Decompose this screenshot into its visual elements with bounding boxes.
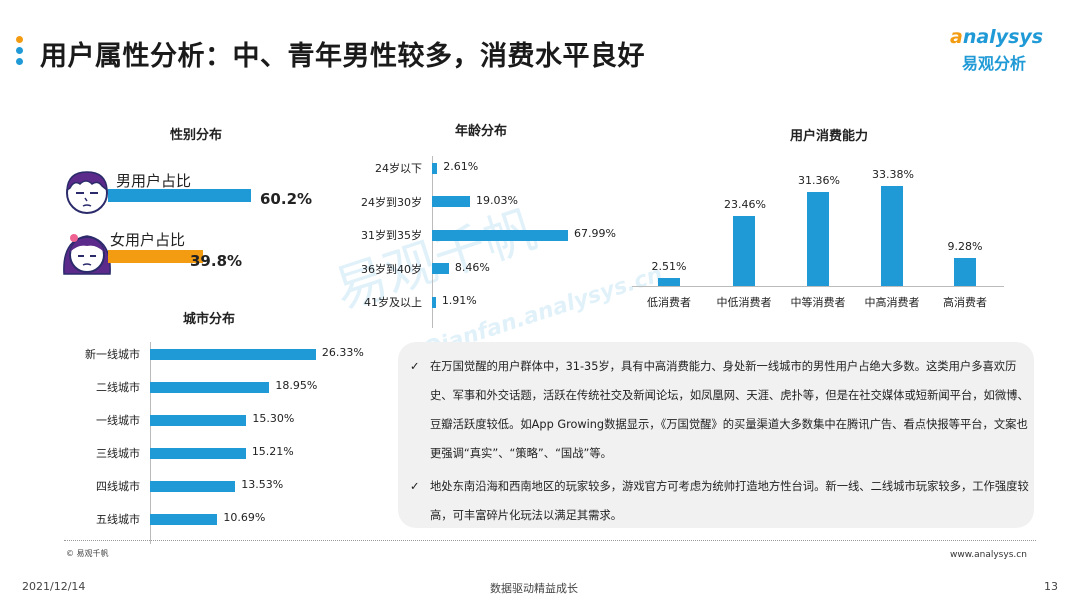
male-ratio-bar [108,189,252,202]
city-bar [150,447,246,459]
age-tick-label: 41岁及以上 [364,296,422,309]
female-avatar-icon [63,234,111,275]
insight-box [398,342,1034,528]
logo-brand: analysys [950,26,1043,48]
consumption-data-label: 2.51% [651,260,687,274]
insight-note-2: ✓ 地处东南沿海和西南地区的玩家较多，游戏官方可考虑为统帅打造地方性台词。新一线… [410,472,1030,530]
consumption-tick-label: 低消费者 [647,296,691,309]
copyright: © 易观千帆 [66,549,109,558]
age-tick-label: 24岁到30岁 [361,195,422,209]
gender-title: 性别分布 [170,128,223,143]
male-ratio-label: 男用户占比 [116,172,192,190]
insight-note-1: ✓ 在万国觉醒的用户群体中，31-35岁，具有中高消费能力、身处新一线城市的男性… [410,352,1030,468]
age-chart-title: 年龄分布 [455,124,508,139]
female-ratio-bar [108,250,203,263]
age-axis [432,156,433,328]
age-data-label: 1.91% [441,294,477,307]
dot-orange [16,36,23,43]
age-bar [432,162,438,174]
logo-subtitle: 易观分析 [962,54,1027,73]
city-bar [150,480,236,492]
consumption-bar [807,191,829,286]
page-title: 用户属性分析：中、青年男性较多，消费水平良好 [40,41,645,72]
city-bar [150,414,247,426]
consumption-tick-label: 中低消费者 [716,296,772,309]
consumption-data-label: 9.28% [947,240,983,254]
female-ratio-value: 39.8% [190,252,243,270]
city-data-label: 13.53% [241,478,284,491]
consumption-bar [733,215,755,286]
city-tick-label: 五线城市 [96,513,140,526]
consumption-tick-label: 中等消费者 [790,296,846,309]
city-tick-label: 二线城市 [96,381,140,394]
city-data-label: 15.21% [251,445,294,458]
male-avatar-icon [66,171,108,214]
age-tick-label: 36岁到40岁 [361,262,422,276]
female-ratio-label: 女用户占比 [110,231,186,249]
page-number: 13 [1044,580,1058,593]
check-icon: ✓ [410,360,420,373]
report-date: 2021/12/14 [22,580,86,593]
city-tick-label: 三线城市 [96,447,140,460]
logo-brand-a: a [950,26,963,48]
consumption-data-label: 33.38% [872,167,914,181]
age-tick-label: 24岁以下 [375,162,422,175]
consumption-tick-label: 高消费者 [943,296,987,309]
analysys-logo: analysys 易观分析 [940,22,1050,74]
city-data-label: 15.30% [252,412,295,425]
city-bar [150,348,316,360]
consumption-data-label: 23.46% [724,197,766,211]
consumption-bar [658,278,680,286]
city-chart-title: 城市分布 [183,312,236,327]
city-data-label: 18.95% [275,379,318,392]
insight-text-2: 地处东南沿海和西南地区的玩家较多，游戏官方可考虑为统帅打造地方性台词。新一线、二… [430,480,1029,522]
city-bar [150,513,218,525]
age-bar [432,263,449,274]
consumption-data-label: 31.36% [798,173,840,187]
age-data-label: 8.46% [454,260,490,274]
consumption-axis [632,286,1004,287]
consumption-bar [881,185,903,286]
insight-text-1: 在万国觉醒的用户群体中，31-35岁，具有中高消费能力、身处新一线城市的男性用户… [430,360,1029,460]
dot-blue-2 [16,58,23,65]
logo-brand-rest: nalysys [962,26,1044,48]
city-tick-label: 一线城市 [96,414,140,427]
footer-slogan: 数据驱动精益成长 [490,582,578,595]
age-bar [432,229,568,241]
age-bar [432,196,471,207]
city-data-label: 10.69% [223,511,266,524]
city-tick-label: 四线城市 [96,480,140,493]
city-bar [150,381,270,393]
age-bar [432,296,436,308]
site-url: www.analysys.cn [950,550,1027,560]
age-data-label: 2.61% [443,160,479,173]
footer-divider [64,540,1036,541]
male-ratio-value: 60.2% [260,190,313,208]
age-data-label: 19.03% [476,193,518,207]
city-axis [150,342,151,544]
consumption-tick-label: 中高消费者 [864,296,920,309]
check-icon: ✓ [410,480,420,493]
dot-blue-1 [16,47,23,54]
age-tick-label: 31岁到35岁 [361,229,422,242]
city-data-label: 26.33% [321,346,364,359]
consumption-chart-title: 用户消费能力 [790,129,869,144]
city-tick-label: 新一线城市 [85,348,140,361]
age-data-label: 67.99% [573,227,616,240]
consumption-bar [954,258,976,286]
